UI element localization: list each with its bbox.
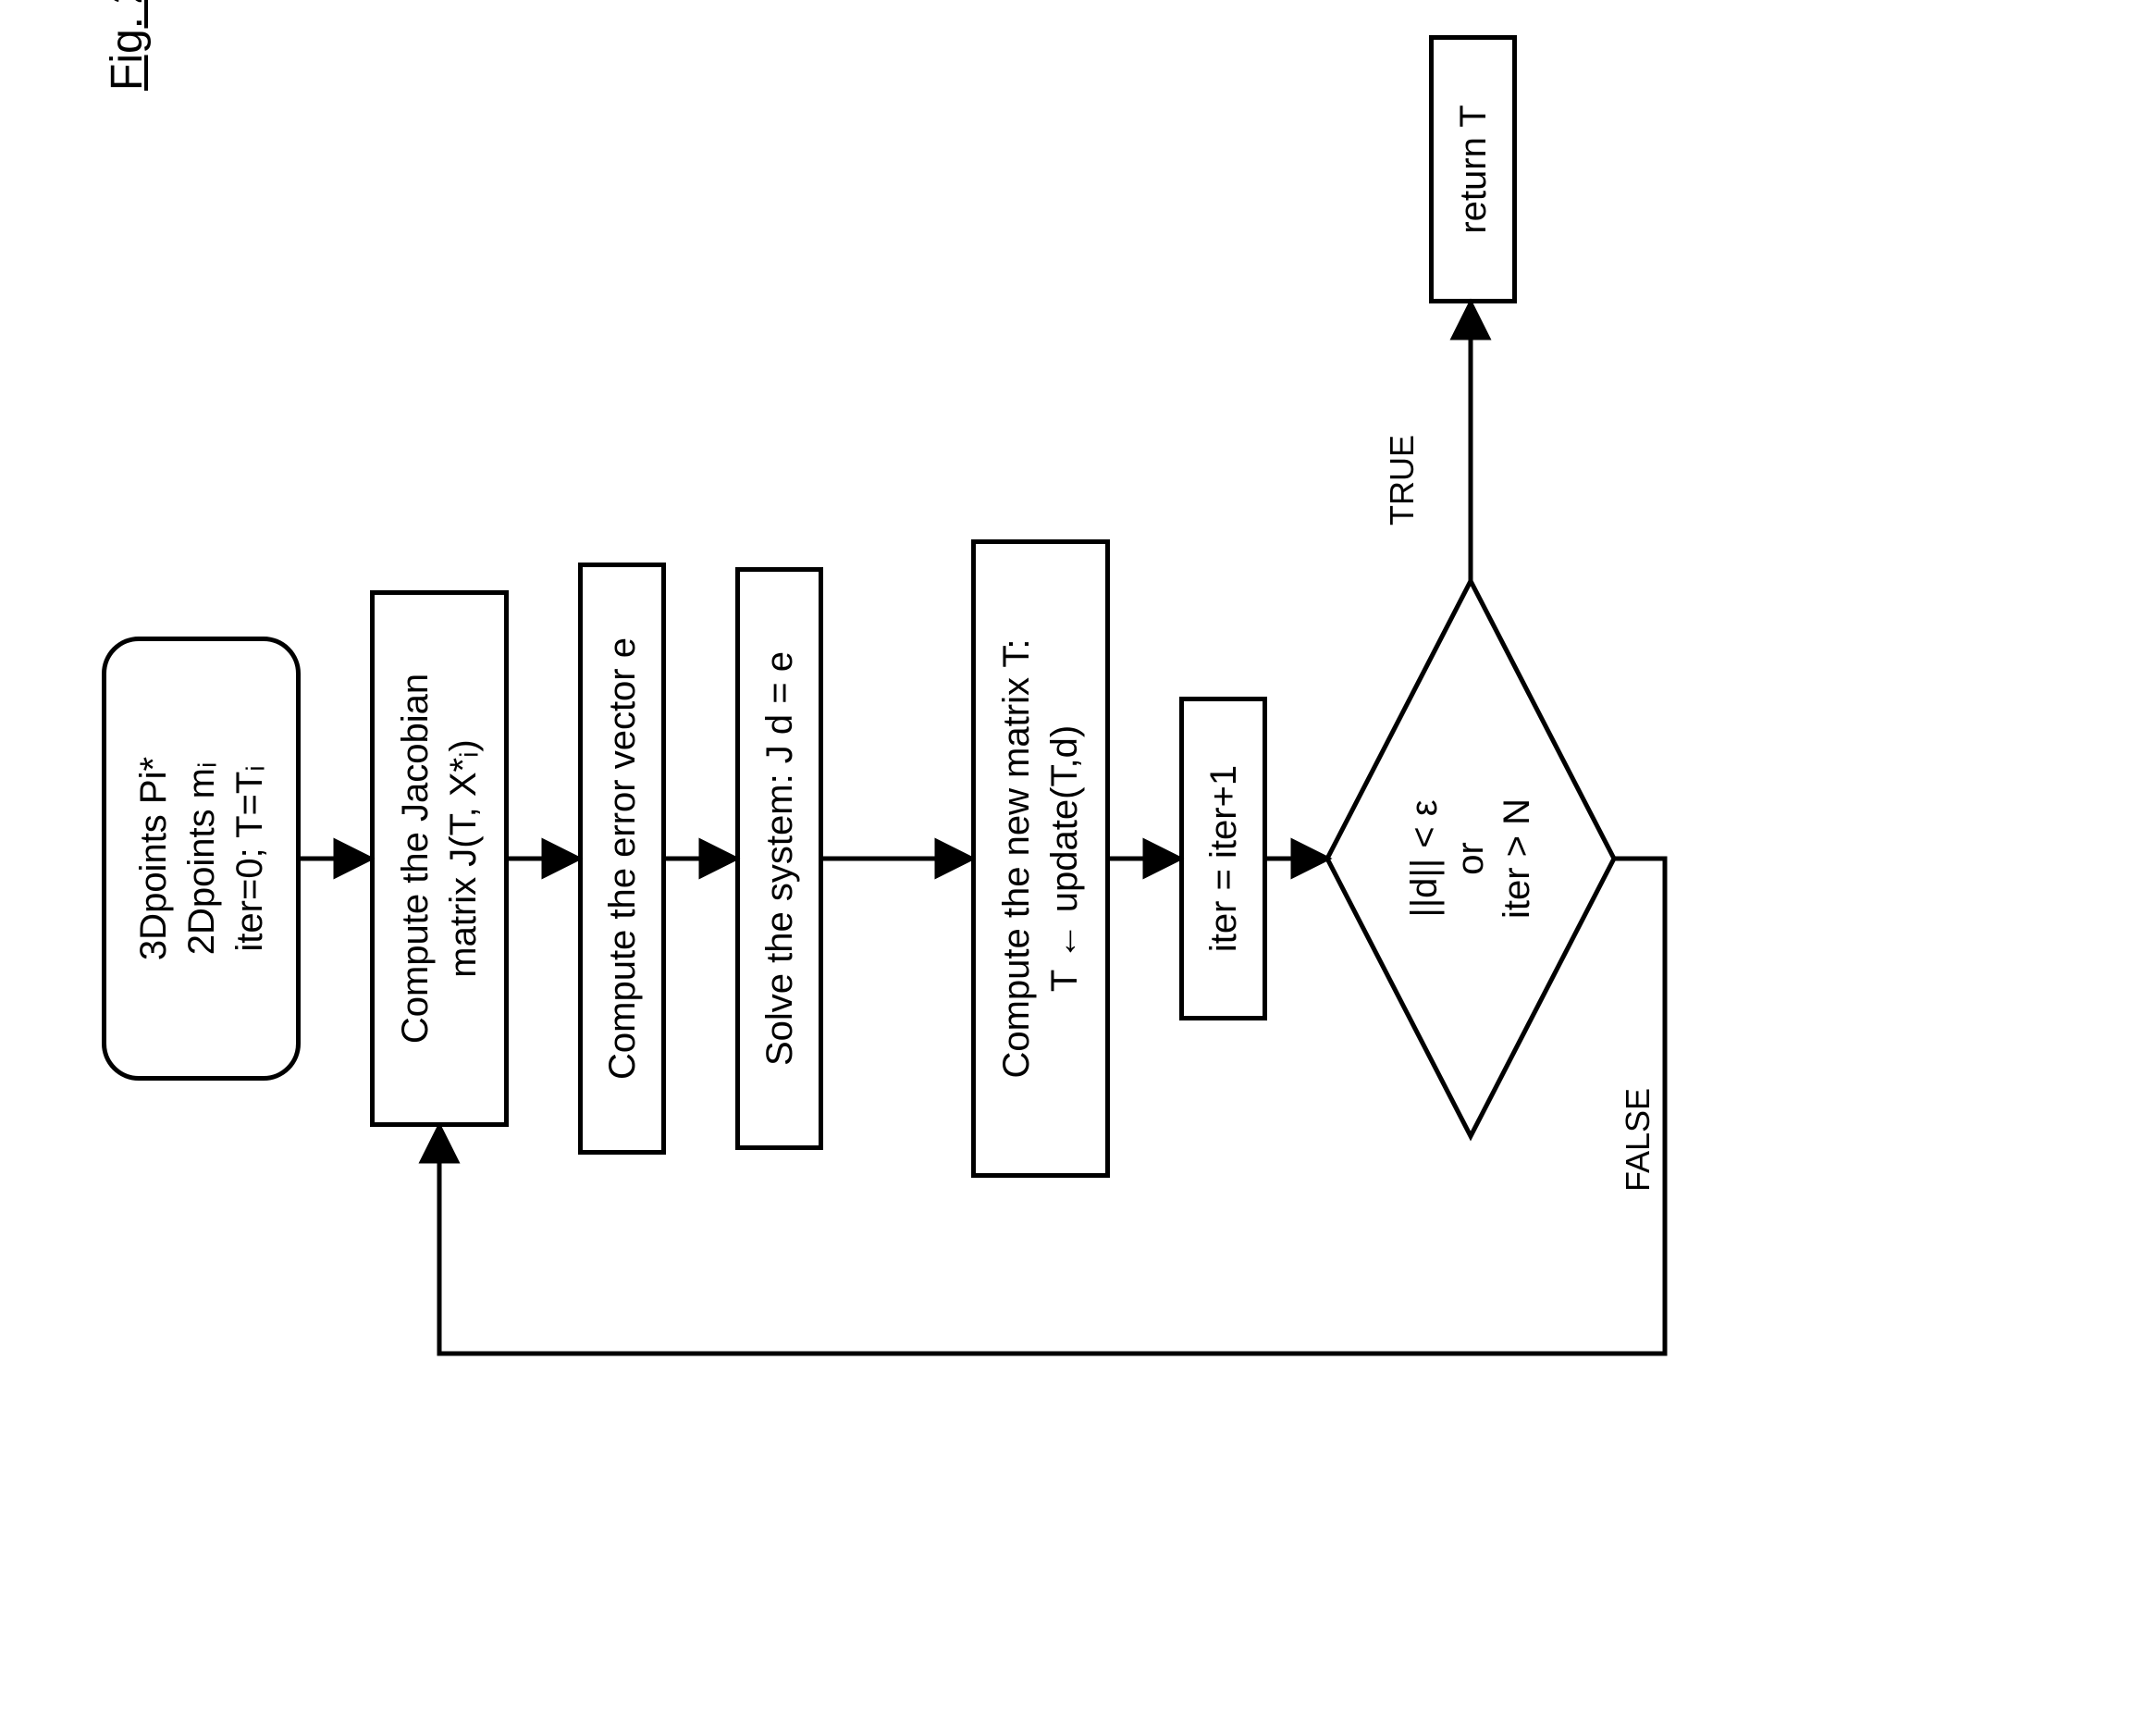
node-decision-line3: iter > N [1494, 798, 1540, 919]
node-return: return T [1429, 35, 1517, 303]
node-error-line1: Compute the error vector e [598, 637, 647, 1080]
node-update-line1: Compute the new matrix T: [992, 638, 1041, 1078]
node-decision-line1: ||d|| < ε [1401, 799, 1448, 917]
edge-true-label: TRUE [1383, 435, 1422, 526]
node-solve: Solve the system: J d = e [735, 567, 823, 1150]
node-init: 3Dpoints Pi* 2Dpoints mᵢ iter=0; T=Tᵢ [102, 637, 301, 1081]
node-init-line3: iter=0; T=Tᵢ [226, 765, 274, 951]
figure-label: Fig. 2 [102, 0, 153, 91]
node-solve-line1: Solve the system: J d = e [756, 651, 804, 1066]
node-init-line2: 2Dpoints mᵢ [178, 762, 226, 956]
node-update-line2: T ← update(T,d) [1041, 725, 1089, 992]
node-error: Compute the error vector e [578, 563, 666, 1155]
flowchart-canvas: Fig. 2 3Dpoints Pi* 2Dpoints mᵢ iter=0; … [0, 0, 1719, 1719]
node-iter: iter = iter+1 [1179, 697, 1267, 1020]
node-jacobian: Compute the Jacobian matrix J(T, X*ᵢ) [370, 590, 509, 1127]
node-decision-line2: or [1448, 842, 1494, 875]
node-decision-text: ||d|| < ε or iter > N [1401, 720, 1540, 997]
node-update: Compute the new matrix T: T ← update(T,d… [971, 539, 1110, 1178]
node-iter-line1: iter = iter+1 [1200, 765, 1248, 952]
node-jacobian-line2: matrix J(T, X*ᵢ) [439, 739, 487, 977]
node-init-line1: 3Dpoints Pi* [129, 757, 178, 960]
node-jacobian-line1: Compute the Jacobian [391, 674, 439, 1044]
edge-false-label: FALSE [1619, 1088, 1657, 1192]
node-return-line1: return T [1449, 105, 1497, 233]
